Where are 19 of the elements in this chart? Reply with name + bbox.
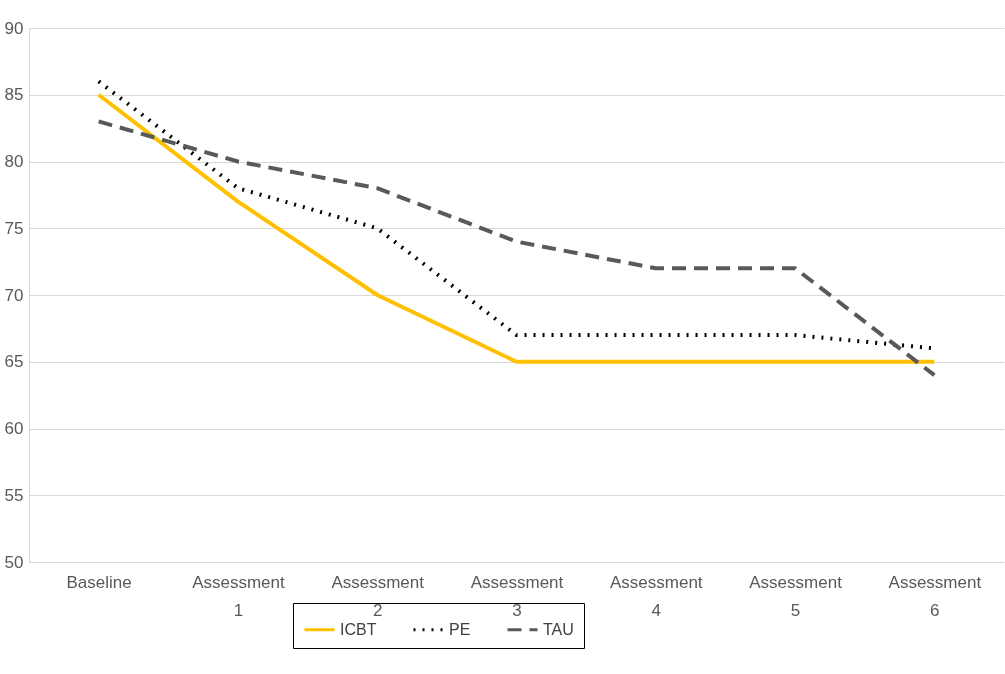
y-tick-label: 90 [4,18,24,38]
y-tick-label: 75 [4,218,24,238]
x-tick-label: Assessment 4 [609,572,703,620]
y-tick-label: 55 [4,485,24,505]
y-tick-label: 70 [4,285,24,305]
legend-label: ICBT [340,620,377,638]
legend-label: TAU [543,620,574,638]
x-tick-label: Assessment 6 [888,572,982,620]
y-tick-label: 50 [4,552,24,572]
y-tick-label: 60 [4,419,24,438]
x-tick-label: Assessment 5 [749,572,843,620]
y-tick-label: 65 [4,352,24,372]
x-tick-label: Assessment 1 [192,572,285,620]
x-tick-label: Assessment 2 [331,572,425,620]
y-tick-label: 80 [4,152,24,171]
y-tick-label: 85 [4,85,24,105]
x-tick-label: Baseline [66,572,132,592]
legend-label: PE [449,620,471,638]
x-tick-label: Assessment 3 [470,572,564,620]
